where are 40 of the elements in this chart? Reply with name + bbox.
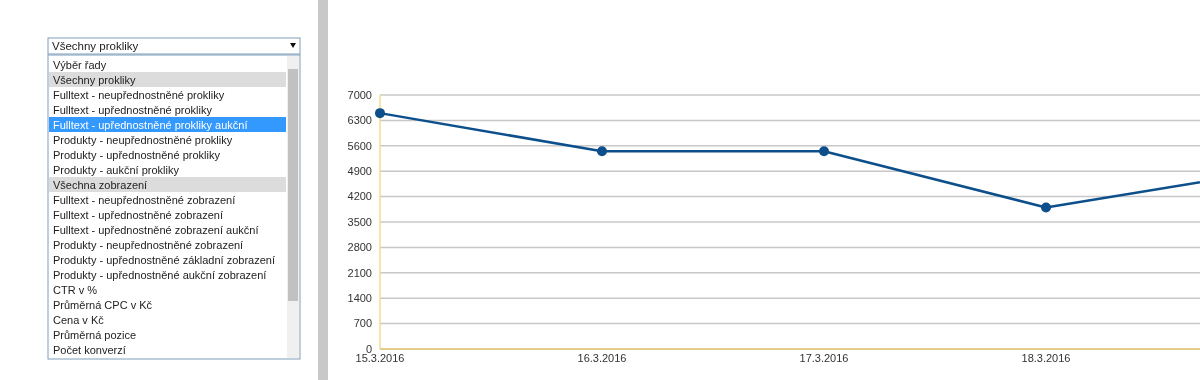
text: Všechna zobrazení [53,178,148,191]
x-tick-label: 17.3.2016 [799,352,849,364]
y-tick-label: 4900 [347,165,372,178]
text: Produkty - upřednostněné aukční zobrazení [53,268,267,281]
y-tick-label: 2800 [347,241,372,254]
y-tick-label: 6300 [347,114,372,127]
text: Produkty - aukční prokliky [53,163,180,176]
y-tick-label: 3500 [347,215,372,228]
text: Produkty - upřednostněné prokliky [53,148,221,161]
text: Produkty - neupřednostněné prokliky [53,133,233,146]
y-tick-label: 7000 [347,88,372,101]
point [375,108,385,119]
text: Všechny prokliky [52,40,139,52]
text: Fulltext - upřednostněné zobrazení [53,208,223,221]
text: Fulltext - upřednostněné prokliky aukční [53,118,248,131]
y-tick-label: 0 [365,342,372,355]
text: Všechny prokliky [53,73,137,86]
x-tick-label: 15.3.2016 [355,352,405,364]
text: Počet konverzí [53,343,126,356]
text: Průměrná CPC v Kč [53,298,153,311]
text: CTR v % [53,283,98,296]
x-tick-label: 18.3.2016 [1021,352,1071,364]
text: Cena v Kč [53,313,105,326]
y-tick-label: 5600 [347,139,372,152]
point [597,146,607,157]
text: Produkty - upřednostněné základní zobrazení [53,253,275,266]
point [819,146,829,157]
x-tick-label: 16.3.2016 [577,352,627,364]
text: Fulltext - neupřednostněné zobrazení [53,193,236,206]
y-tick-label: 4200 [347,190,372,203]
y-tick-label: 2100 [347,266,372,279]
text: Fulltext - neupřednostněné prokliky [53,88,225,101]
text: Výběr řady [53,58,107,71]
y-tick-label: 1400 [347,292,372,305]
point [1041,202,1051,213]
y-tick-label: 700 [353,317,372,330]
text: Fulltext - upřednostněné prokliky [53,103,213,116]
text: Fulltext - upřednostněné zobrazení aukční [53,223,259,236]
text: Průměrná pozice [53,328,137,341]
text: Produkty - neupřednostněné zobrazení [53,238,244,251]
